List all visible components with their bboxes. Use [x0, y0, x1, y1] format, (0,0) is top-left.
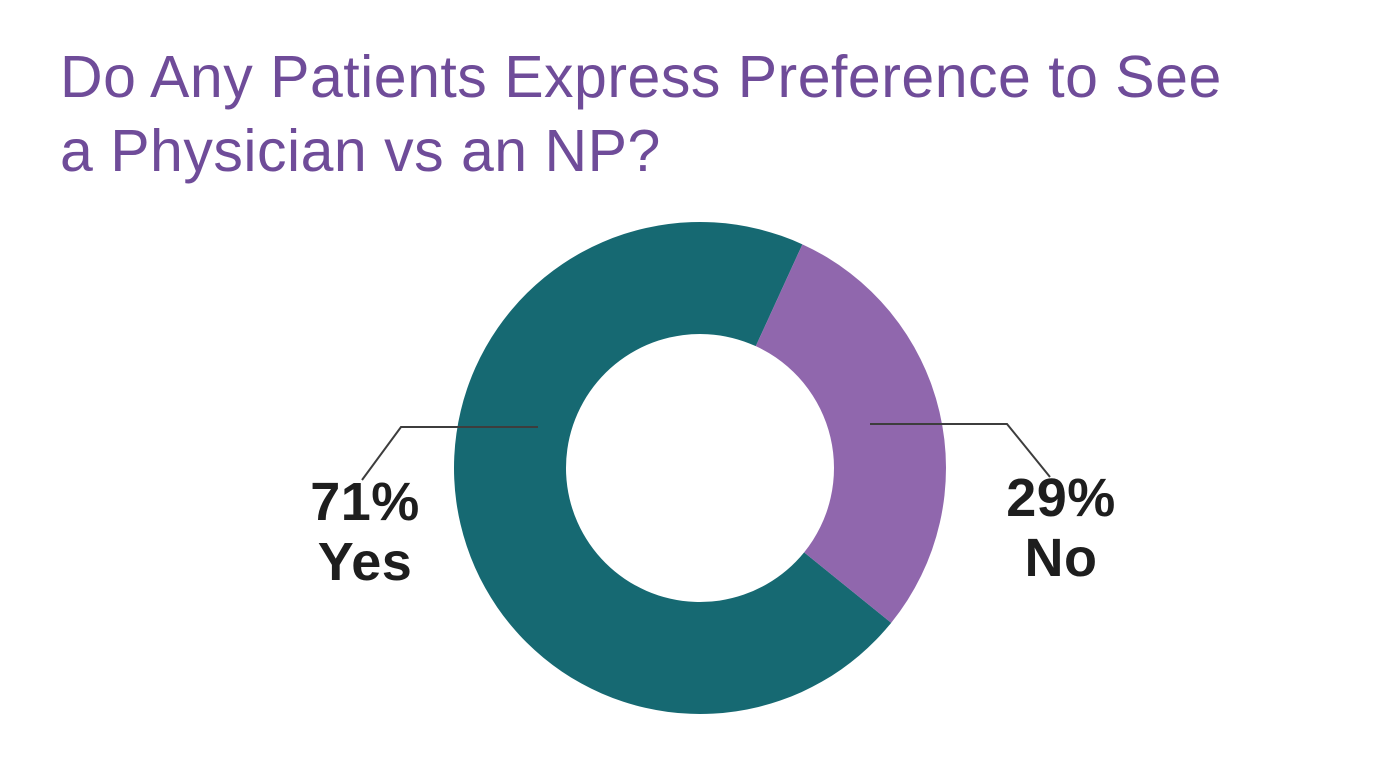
leader-line-no	[870, 423, 1051, 478]
callout-no: 29% No	[951, 468, 1171, 588]
leader-line-yes	[361, 426, 538, 481]
chart-title-line1: Do Any Patients Express Preference to Se…	[60, 44, 1222, 110]
donut-slice-no	[755, 244, 946, 623]
callout-yes: 71% Yes	[255, 472, 475, 592]
callout-yes-category: Yes	[317, 532, 413, 592]
donut-slice-yes	[453, 221, 892, 715]
chart-title: Do Any Patients Express Preference to Se…	[60, 40, 1222, 188]
chart-title-line2: a Physician vs an NP?	[60, 118, 661, 184]
callout-no-category: No	[1024, 528, 1098, 588]
callout-no-percent: 29%	[1006, 468, 1116, 528]
callout-yes-percent: 71%	[310, 472, 420, 532]
